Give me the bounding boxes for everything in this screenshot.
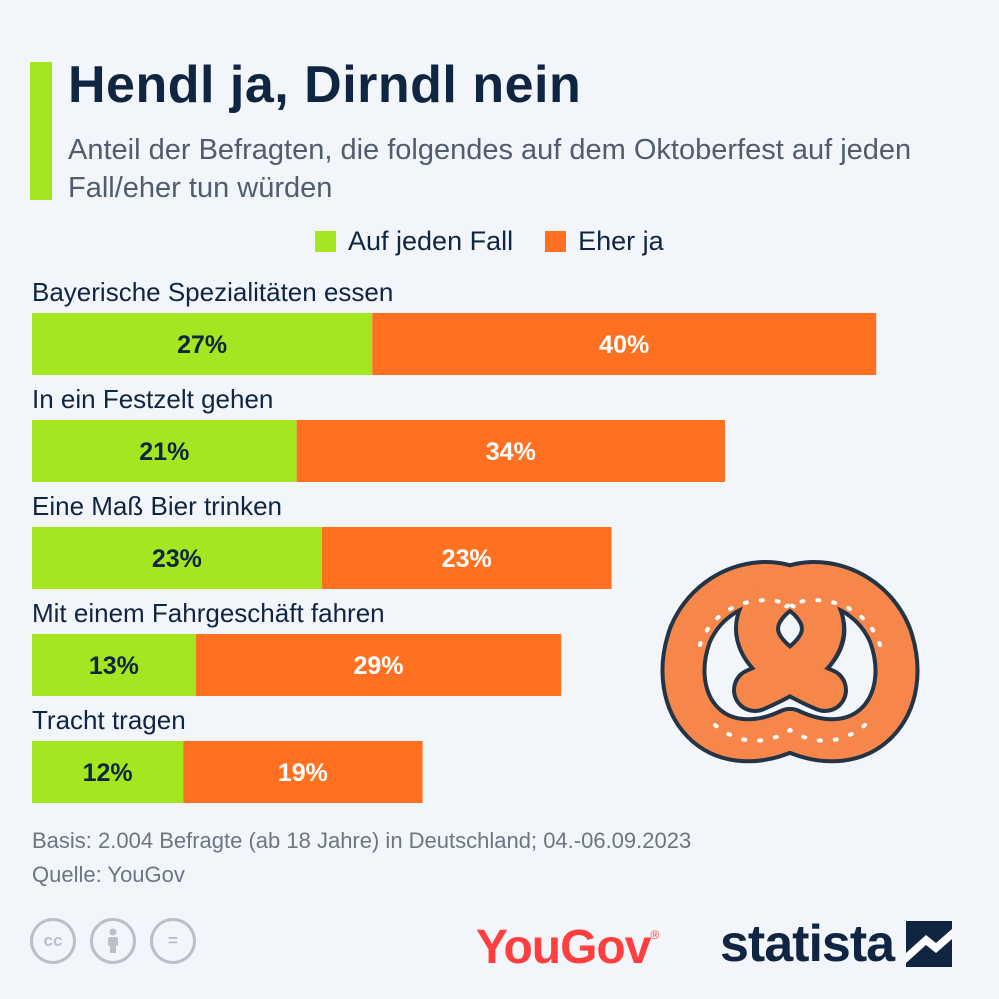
- bar-in-ein-festzelt-gehen-series-2: [296, 420, 725, 482]
- bar-tracht-tragen-series-2: [183, 741, 423, 803]
- footer: Basis: 2.004 Befragte (ab 18 Jahre) in D…: [32, 824, 691, 892]
- chart-title: Hendl ja, Dirndl nein: [68, 56, 582, 114]
- bar-bayerische-spezialit-ten-essen-series-2: [372, 313, 877, 375]
- legend-swatch-eher-ja: [545, 231, 567, 252]
- source-note: Quelle: YouGov: [32, 862, 185, 887]
- legend-item-auf-jeden-fall: Auf jeden Fall: [315, 226, 513, 257]
- data-label-bayerische-spezialit-ten-essen-series-1: 27%: [177, 331, 227, 359]
- legend-label-eher-ja: Eher ja: [578, 226, 664, 256]
- legend: Auf jeden Fall Eher ja: [315, 226, 696, 257]
- statista-logo-icon: [906, 921, 953, 967]
- bar-in-ein-festzelt-gehen-series-1: [32, 420, 297, 482]
- statista-logo[interactable]: statista: [720, 914, 953, 974]
- bar-bayerische-spezialit-ten-essen-series-1: [32, 313, 373, 375]
- pretzel-icon: [660, 560, 920, 764]
- data-label-eine-ma-bier-trinken-series-2: 23%: [442, 545, 492, 573]
- data-label-mit-einem-fahrgesch-ft-fahren-series-2: 29%: [353, 652, 403, 680]
- yougov-wordmark: YouGov: [476, 921, 651, 974]
- bar-mit-einem-fahrgesch-ft-fahren-series-2: [195, 634, 562, 696]
- license-icons: cc =: [30, 918, 210, 964]
- category-label-mit-einem-fahrgesch-ft-fahren: Mit einem Fahrgeschäft fahren: [32, 598, 385, 628]
- data-label-in-ein-festzelt-gehen-series-1: 21%: [139, 438, 189, 466]
- category-label-tracht-tragen: Tracht tragen: [32, 705, 186, 735]
- bar-tracht-tragen-series-1: [32, 741, 184, 803]
- legend-swatch-auf-jeden-fall: [315, 231, 336, 252]
- data-label-eine-ma-bier-trinken-series-1: 23%: [152, 545, 202, 573]
- data-label-tracht-tragen-series-2: 19%: [278, 759, 328, 787]
- title-accent-bar: [30, 62, 52, 200]
- category-label-eine-ma-bier-trinken: Eine Maß Bier trinken: [32, 491, 282, 521]
- legend-item-eher-ja: Eher ja: [545, 226, 664, 257]
- basis-note: Basis: 2.004 Befragte (ab 18 Jahre) in D…: [32, 828, 692, 853]
- bar-eine-ma-bier-trinken-series-2: [321, 527, 612, 589]
- cc-icon[interactable]: cc: [30, 918, 76, 964]
- data-label-mit-einem-fahrgesch-ft-fahren-series-1: 13%: [89, 652, 139, 680]
- category-label-in-ein-festzelt-gehen: In ein Festzelt gehen: [32, 384, 273, 414]
- bar-mit-einem-fahrgesch-ft-fahren-series-1: [32, 634, 196, 696]
- nd-icon[interactable]: =: [150, 918, 196, 964]
- data-label-bayerische-spezialit-ten-essen-series-2: 40%: [599, 331, 649, 359]
- yougov-registered-mark: ®: [650, 928, 659, 942]
- person-icon: [108, 928, 118, 953]
- bar-eine-ma-bier-trinken-series-1: [32, 527, 322, 589]
- legend-label-auf-jeden-fall: Auf jeden Fall: [348, 226, 514, 256]
- category-label-bayerische-spezialit-ten-essen: Bayerische Spezialitäten essen: [32, 277, 393, 307]
- by-icon[interactable]: [90, 918, 136, 964]
- yougov-logo: YouGov®: [476, 920, 659, 975]
- data-label-in-ein-festzelt-gehen-series-2: 34%: [486, 438, 536, 466]
- statista-wordmark: statista: [720, 915, 895, 973]
- data-label-tracht-tragen-series-1: 12%: [83, 759, 133, 787]
- chart-subtitle: Anteil der Befragten, die folgendes auf …: [68, 134, 912, 204]
